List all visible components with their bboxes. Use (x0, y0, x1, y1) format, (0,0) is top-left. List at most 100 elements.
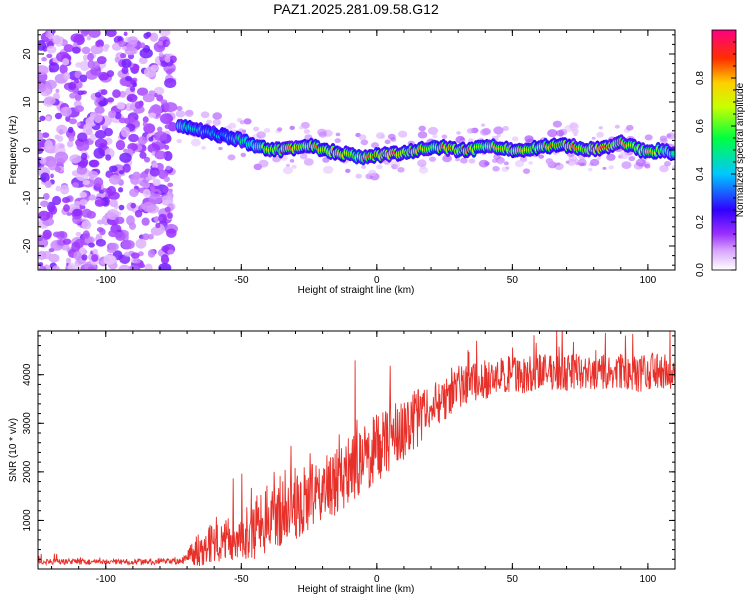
noise-blob (62, 196, 71, 204)
noise-blob (128, 222, 137, 230)
colorbar-tick-label: 0.6 (695, 119, 706, 133)
halo-blob (619, 151, 630, 160)
halo-blob (334, 138, 341, 144)
noise-blob (92, 248, 98, 255)
noise-blob (70, 33, 84, 43)
halo-blob (546, 160, 553, 166)
halo-blob (505, 166, 510, 170)
noise-blob (88, 170, 99, 179)
noise-blob (148, 193, 163, 205)
colorbar-tick-label: 0.0 (695, 263, 706, 277)
halo-blob (190, 138, 201, 147)
noise-blob (149, 167, 160, 177)
noise-blob (163, 144, 170, 150)
noise-blob (73, 251, 82, 261)
noise-blob (77, 132, 88, 143)
halo-blob (201, 145, 207, 150)
halo-blob (596, 131, 604, 138)
noise-blob (79, 199, 88, 206)
noise-blob (123, 31, 128, 37)
noise-blob (167, 249, 175, 255)
noise-blob (134, 101, 143, 109)
x-tick-label: -50 (234, 574, 249, 585)
halo-blob (371, 142, 380, 149)
noise-blob (46, 45, 57, 54)
noise-blob (167, 182, 174, 188)
colorbar-ticks: 0.0 0.2 0.4 0.6 0.8 (695, 41, 736, 277)
noise-blob (119, 52, 127, 59)
halo-blob (291, 164, 297, 169)
halo-blob (479, 128, 490, 136)
halo-blob (558, 133, 564, 137)
noise-blob (75, 62, 83, 68)
noise-blob (75, 231, 82, 237)
snr-frame (37, 330, 676, 570)
noise-blob (105, 30, 117, 38)
halo-blob (468, 158, 476, 164)
noise-blob (81, 254, 88, 261)
noise-blob (103, 43, 110, 49)
noise-blob (94, 92, 102, 98)
noise-blob (40, 200, 49, 207)
noise-blob (38, 131, 44, 143)
snr-line (38, 331, 675, 567)
halo-blob (626, 124, 634, 131)
y-tick-label: -20 (22, 238, 33, 253)
halo-blob (176, 139, 182, 144)
halo-blob (390, 137, 397, 142)
halo-blob (227, 154, 236, 161)
noise-blob (162, 185, 169, 194)
halo-blob (577, 158, 587, 166)
halo-blob (299, 153, 308, 160)
noise-blob (65, 257, 72, 264)
noise-blob (81, 46, 91, 55)
noise-blob (103, 254, 117, 265)
noise-blob (137, 136, 147, 146)
noise-blob (72, 46, 81, 54)
noise-blob (166, 228, 177, 238)
halo-blob (298, 125, 304, 130)
noise-blob (101, 188, 108, 193)
noise-blob (67, 126, 74, 134)
noise-blob (88, 159, 100, 168)
halo-blob (481, 123, 486, 127)
noise-blob (48, 248, 55, 253)
noise-blob (44, 96, 56, 105)
halo-blob (514, 160, 525, 168)
noise-blob (95, 40, 102, 48)
noise-blob (88, 30, 101, 39)
noise-blob (54, 112, 63, 120)
halo-blob (556, 162, 561, 166)
halo-blob (368, 169, 377, 177)
noise-blob (96, 227, 104, 233)
noise-blob (157, 126, 163, 132)
noise-blob (58, 144, 65, 149)
x-tick-label: -100 (96, 275, 116, 286)
noise-blob (139, 151, 147, 159)
noise-blob (69, 154, 82, 164)
noise-blob (38, 250, 47, 261)
noise-blob (125, 75, 133, 82)
noise-blob (106, 209, 120, 220)
halo-blob (398, 130, 408, 138)
noise-blob (39, 265, 47, 270)
noise-blob (128, 133, 139, 143)
noise-blob (129, 188, 139, 198)
halo-blob (427, 126, 439, 135)
noise-blob (94, 138, 108, 149)
noise-blob (165, 68, 173, 75)
snr-xlabel: Height of straight line (km) (298, 584, 415, 595)
noise-blob (96, 219, 104, 225)
noise-blob (118, 170, 125, 175)
snr-axes: -100 -50 0 50 100 1000 2000 3000 4000 (22, 331, 676, 585)
halo-blob (212, 112, 223, 120)
noise-blob (46, 53, 53, 59)
noise-blob (95, 98, 100, 103)
halo-blob (644, 163, 651, 169)
noise-blob (138, 56, 148, 65)
noise-blob (165, 40, 171, 46)
halo-blob (460, 157, 468, 164)
noise-blob (100, 89, 108, 96)
noise-blob (148, 90, 156, 96)
noise-blob (148, 112, 157, 119)
